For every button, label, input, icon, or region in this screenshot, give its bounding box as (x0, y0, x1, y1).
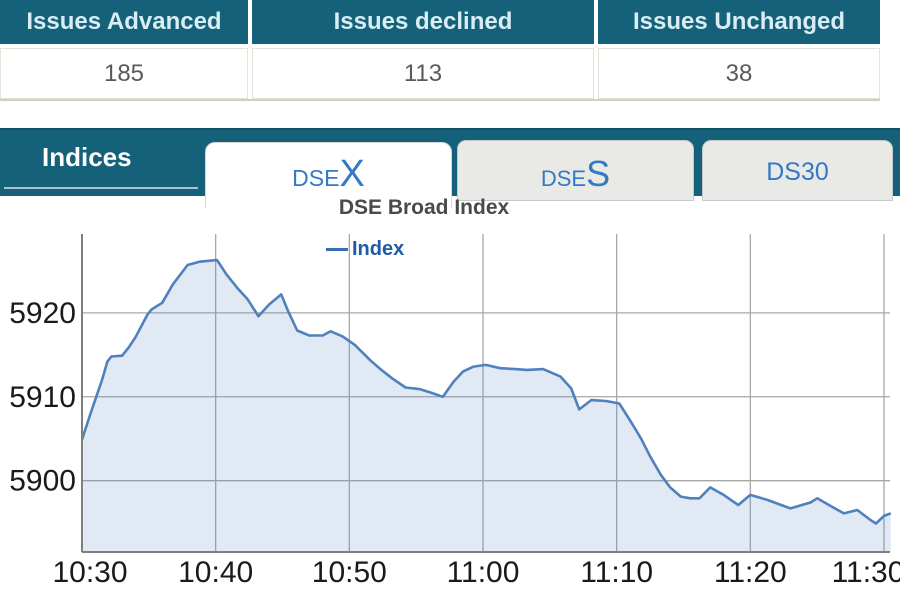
y-tick-label: 5910 (9, 381, 76, 414)
tab-dsex[interactable]: DSEX (205, 142, 452, 208)
x-tick-label: 11:00 (447, 556, 520, 589)
issues-advanced-header: Issues Advanced (0, 0, 248, 44)
chart-legend: Index (326, 238, 404, 261)
indices-underline (4, 187, 198, 189)
summary-table-value-row: 185 113 38 (0, 48, 880, 101)
tab-dses-big-letter: S (586, 153, 611, 194)
y-tick-label: 5920 (9, 297, 76, 330)
x-tick-label: 11:20 (714, 556, 787, 589)
legend-line-swatch (326, 248, 348, 251)
indices-section-label: Indices (42, 142, 132, 172)
tab-dses-prefix: DSE (540, 166, 587, 191)
tab-dses[interactable]: DSES (457, 140, 694, 201)
issues-unchanged-value: 38 (598, 48, 880, 99)
tab-dsex-prefix: DSE (292, 165, 340, 191)
tab-dsex-big-letter: X (339, 153, 365, 195)
x-tick-label: 10:30 (52, 556, 127, 589)
issues-declined-value: 113 (252, 48, 594, 99)
tab-ds30-label: DS30 (766, 158, 829, 186)
index-area-fill (82, 260, 891, 552)
tab-ds30[interactable]: DS30 (702, 140, 893, 201)
issues-advanced-value: 185 (0, 48, 248, 99)
y-tick-label: 5900 (9, 465, 76, 498)
issues-unchanged-header: Issues Unchanged (598, 0, 880, 44)
x-tick-label: 10:40 (178, 556, 253, 589)
x-tick-label: 10:50 (312, 556, 387, 589)
index-line (80, 258, 892, 525)
chart-title: DSE Broad Index (338, 196, 510, 219)
legend-series-label: Index (352, 238, 405, 260)
x-tick-label: 11:10 (580, 556, 653, 589)
summary-table-header-row: Issues Advanced Issues declined Issues U… (0, 0, 880, 44)
x-tick-label: 11:30 (832, 556, 900, 589)
issues-declined-header: Issues declined (252, 0, 594, 44)
